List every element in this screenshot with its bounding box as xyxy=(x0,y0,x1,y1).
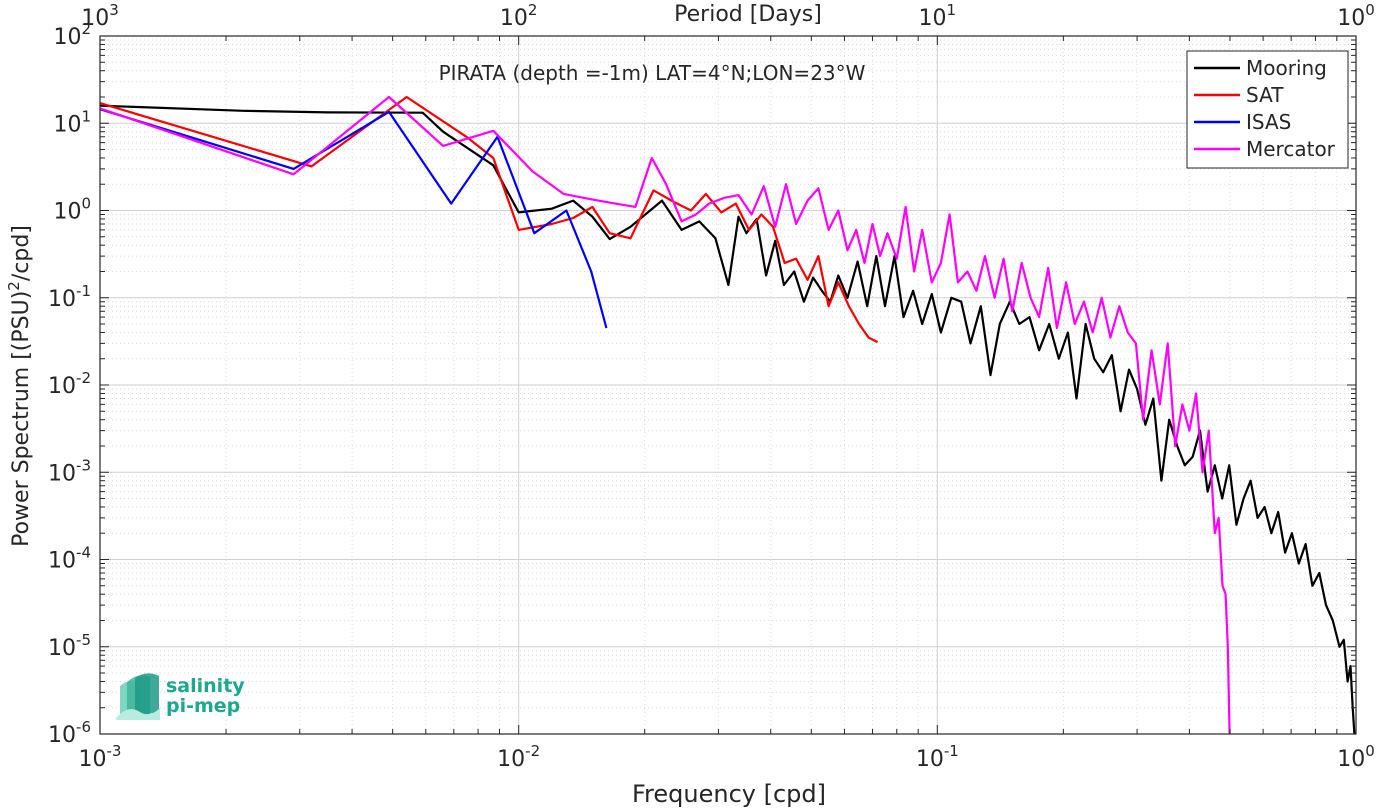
y-tick-label: 10-3 xyxy=(48,456,91,486)
x-tick-label: 10-2 xyxy=(497,742,540,772)
y-tick-label: 101 xyxy=(53,107,91,137)
legend-label-mooring: Mooring xyxy=(1246,56,1327,80)
x-tick-label: 100 xyxy=(1337,742,1375,772)
wave-logo-icon xyxy=(116,673,160,720)
y-tick-label: 10-5 xyxy=(48,631,91,661)
x-axis-label: Frequency [cpd] xyxy=(632,780,826,808)
x-tick-label: 10-3 xyxy=(79,742,122,772)
top-tick-label: 100 xyxy=(1337,1,1375,31)
series-line-isas xyxy=(99,108,608,329)
y-tick-label: 10-6 xyxy=(48,718,91,748)
series-line-sat xyxy=(99,95,879,344)
top-axis-label: Period [Days] xyxy=(674,2,822,27)
chart-title: PIRATA (depth =-1m) LAT=4°N;LON=23°W xyxy=(439,61,866,85)
series-layer xyxy=(99,95,1356,735)
y-tick-label: 102 xyxy=(53,20,91,50)
x-tick-label: 10-1 xyxy=(916,742,959,772)
top-tick-label: 102 xyxy=(500,1,538,31)
y-tick-label: 10-1 xyxy=(48,282,91,312)
logo-line2: pi-mep xyxy=(166,695,240,717)
grid-lines xyxy=(99,36,1356,735)
y-tick-label: 10-4 xyxy=(48,544,91,574)
top-tick-label: 103 xyxy=(81,1,119,31)
series-line-mercator xyxy=(99,95,1231,735)
y-tick-label: 100 xyxy=(53,195,91,225)
legend: Mooring SAT ISAS Mercator xyxy=(1186,50,1349,169)
salinity-pi-mep-logo: salinity pi-mep xyxy=(116,673,245,720)
y-tick-label: 10-2 xyxy=(48,369,91,399)
logo-line1: salinity xyxy=(166,675,245,697)
y-axis-label: Power Spectrum [(PSU)2/cpd] xyxy=(5,225,34,547)
legend-label-sat: SAT xyxy=(1246,83,1284,107)
legend-label-mercator: Mercator xyxy=(1246,137,1336,161)
top-tick-label: 101 xyxy=(919,1,957,31)
legend-label-isas: ISAS xyxy=(1246,110,1291,134)
